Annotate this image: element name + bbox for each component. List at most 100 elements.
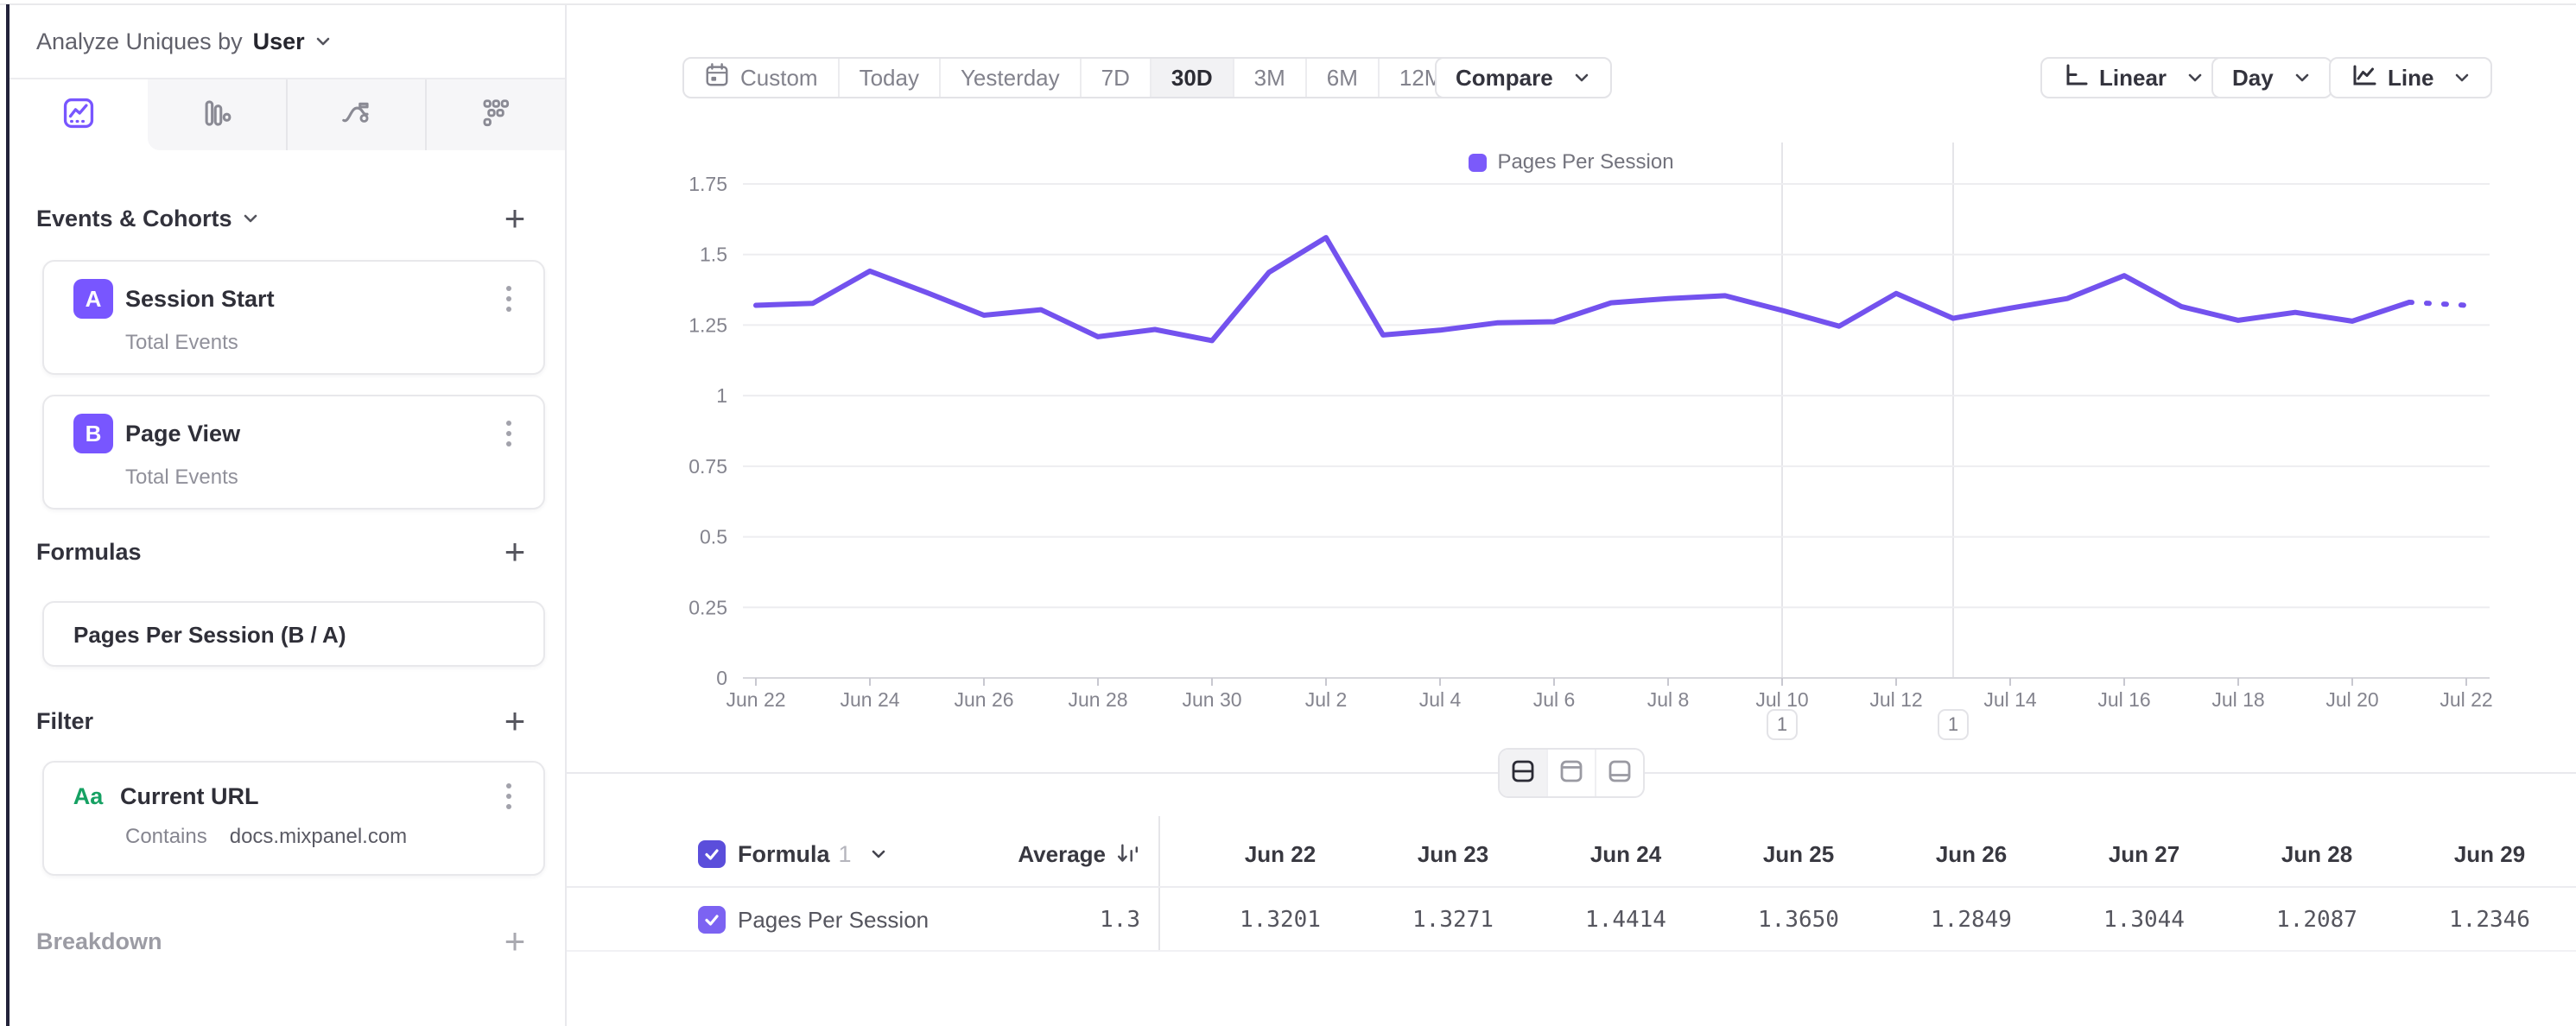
date-range-label: Custom [740,64,818,91]
y-axis-label: 0.75 [688,455,727,478]
table-date-column-header[interactable]: Jun 25 [1762,840,1835,867]
table-date-column-header[interactable]: Jun 29 [2453,840,2526,867]
table-cell-value: 1.3271 [1412,907,1494,933]
x-axis-label: Jul 14 [1983,688,2037,711]
compare-button[interactable]: Compare [1435,57,1612,98]
table-cell-value: 1.3044 [2103,907,2185,933]
y-axis-label: 1.5 [700,244,727,266]
scale-button[interactable]: Linear [2040,57,2226,98]
date-range-30d[interactable]: 30D [1151,59,1234,97]
analyze-header: Analyze Uniques by User [10,5,565,79]
add-formula-button[interactable] [496,533,534,571]
report-tab-retention[interactable] [287,79,428,150]
table-data-row: Pages Per Session 1.3 1.3201 1.3271 1.4414… [567,890,2576,952]
filter-property-name[interactable]: Current URL [120,782,259,809]
date-range-6m[interactable]: 6M [1307,59,1380,97]
report-tab-funnels[interactable] [147,79,288,150]
event-title[interactable]: Page View [125,420,241,446]
split-view-button[interactable] [1500,750,1548,796]
x-axis-label: Jul 4 [1419,688,1462,711]
chevron-down-icon [2452,68,2471,87]
select-all-checkbox[interactable] [698,840,726,868]
table-date-column-header[interactable]: Jun 22 [1244,840,1317,867]
analyze-label: Analyze Uniques by [36,28,243,54]
table-date-column-header[interactable]: Jun 27 [2108,840,2180,867]
split-view-icon [1509,757,1537,789]
legend-label: Pages Per Session [1497,150,1674,174]
sort-descending-icon[interactable] [1114,841,1140,867]
series-group-label[interactable]: Formula [738,840,830,867]
formulas-section-title: Formulas [36,538,142,565]
line-chart-icon [2350,61,2377,95]
retention-icon [339,97,372,134]
analyze-entity-dropdown[interactable]: User [252,28,305,54]
filter-value[interactable]: docs.mixpanel.com [229,825,408,848]
x-axis-label: Jul 6 [1533,688,1576,711]
chart-only-view-button[interactable] [1548,750,1596,796]
breakdown-section-title: Breakdown [36,928,162,954]
table-column-divider [1158,816,1160,952]
date-range-3m[interactable]: 3M [1234,59,1307,97]
formulas-section-header: Formulas [36,533,534,571]
add-breakdown-button[interactable] [496,922,534,960]
chart-canvas: 0 0.25 0.5 0.75 1 1.25 1.5 1.75 Jun 22 Jun 24 Jun … [688,142,2493,740]
row-series-name: Pages Per Session [738,906,930,933]
annotation-badge[interactable]: 1 [1767,709,1798,740]
date-range-7d[interactable]: 7D [1082,59,1152,97]
date-range-control: Custom Today Yesterday 7D 30D 3M 6M 12M [682,57,1465,98]
date-range-custom[interactable]: Custom [684,59,840,97]
collapsed-nav-edge [6,4,10,1026]
table-date-column-header[interactable]: Jun 26 [1935,840,2008,867]
filter-operator[interactable]: Contains [125,825,207,848]
table-only-view-icon [1606,757,1634,789]
y-axis-label: 0.25 [688,596,727,618]
kebab-menu-icon[interactable] [493,780,524,813]
svg-text:1: 1 [1777,713,1787,735]
formula-card[interactable]: Pages Per Session (B / A) [42,601,545,667]
events-section-header: Events & Cohorts [36,200,534,238]
table-cell-value: 1.3650 [1758,907,1839,933]
date-range-label: 6M [1326,64,1358,91]
kebab-menu-icon[interactable] [493,417,524,450]
report-tab-flows[interactable] [427,79,565,150]
chart-type-button[interactable]: Line [2329,57,2493,98]
table-cell-value: 1.3201 [1240,907,1321,933]
string-property-icon: Aa [73,782,104,809]
annotation-badge[interactable]: 1 [1938,709,1969,740]
event-card-session-start[interactable]: A Session Start Total Events [42,260,545,375]
chevron-down-icon[interactable] [241,209,260,228]
date-range-label: 7D [1101,64,1130,91]
date-range-yesterday[interactable]: Yesterday [941,59,1082,97]
chevron-down-icon[interactable] [869,845,888,864]
x-axis-label: Jun 30 [1182,688,1241,711]
series-line-projected [2407,300,2469,308]
add-filter-button[interactable] [496,702,534,740]
report-tab-insights[interactable] [10,79,148,150]
event-badge-b: B [73,414,113,453]
interval-button[interactable]: Day [2211,57,2332,98]
event-badge-a: A [73,279,113,319]
chevron-down-icon[interactable] [314,32,333,51]
filter-card-current-url[interactable]: Aa Current URL Contains docs.mixpanel.co… [42,761,545,876]
event-card-page-view[interactable]: B Page View Total Events [42,395,545,510]
date-range-today[interactable]: Today [840,59,941,97]
breakdown-section-header: Breakdown [36,922,534,960]
event-measurement[interactable]: Total Events [125,466,238,489]
event-title[interactable]: Session Start [125,285,275,312]
chart-legend[interactable]: Pages Per Session [567,149,2576,176]
table-only-view-button[interactable] [1596,750,1643,796]
interval-label: Day [2232,64,2274,91]
row-average-value: 1.3 [1100,907,1140,933]
event-measurement[interactable]: Total Events [125,331,238,354]
table-date-column-header[interactable]: Jun 28 [2281,840,2353,867]
row-checkbox[interactable] [698,906,726,934]
x-axis-label: Jun 22 [726,688,785,711]
add-event-button[interactable] [496,200,534,238]
average-column-header[interactable]: Average [1018,840,1106,867]
y-axis-label: 1.25 [688,314,727,336]
formula-expression[interactable]: Pages Per Session (B / A) [73,622,346,648]
table-date-column-header[interactable]: Jun 24 [1589,840,1662,867]
kebab-menu-icon[interactable] [493,282,524,315]
line-chart: 0 0.25 0.5 0.75 1 1.25 1.5 1.75 Jun 22 Jun 24 Jun … [567,112,2576,751]
table-date-column-header[interactable]: Jun 23 [1417,840,1489,867]
